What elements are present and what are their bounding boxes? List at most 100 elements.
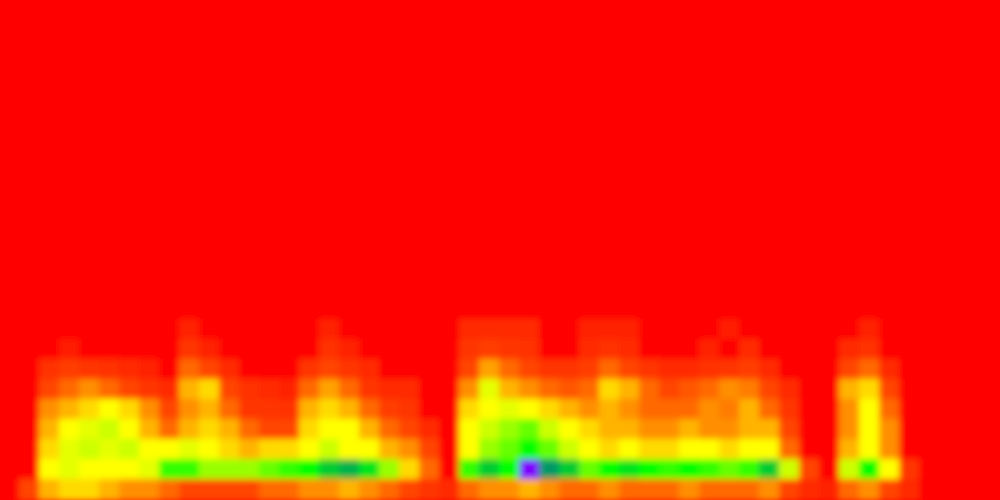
heatmap-cell [479, 279, 501, 301]
heatmap-cell [499, 299, 521, 321]
heatmap-cell [699, 19, 721, 41]
heatmap-cell [559, 459, 581, 481]
heatmap-cell [0, 479, 21, 500]
heatmap-cell [679, 399, 701, 421]
heatmap-cell [639, 339, 661, 361]
heatmap-cell [979, 219, 1000, 241]
heatmap-cell [119, 59, 141, 81]
heatmap-cell [319, 419, 341, 441]
heatmap-cell [279, 459, 301, 481]
heatmap-cell [839, 239, 861, 261]
heatmap-cell [0, 419, 21, 441]
heatmap-cell [859, 179, 881, 201]
heatmap-cell [19, 199, 41, 221]
heatmap-cell [759, 79, 781, 101]
heatmap-cell [879, 359, 901, 381]
heatmap-cell [979, 299, 1000, 321]
heatmap-cell [459, 399, 481, 421]
heatmap-cell [619, 479, 641, 500]
heatmap-cell [779, 359, 801, 381]
heatmap-cell [99, 39, 121, 61]
heatmap-cell [819, 459, 841, 481]
heatmap-cell [179, 159, 201, 181]
heatmap-cell [139, 39, 161, 61]
heatmap-cell [879, 199, 901, 221]
heatmap-cell [939, 19, 961, 41]
heatmap-cell [639, 239, 661, 261]
heatmap-cell [599, 239, 621, 261]
heatmap-cell [379, 39, 401, 61]
heatmap-cell [519, 99, 541, 121]
heatmap-cell [339, 479, 361, 500]
heatmap-cell [279, 359, 301, 381]
heatmap-cell [439, 119, 461, 141]
heatmap-cell [839, 459, 861, 481]
heatmap-cell [239, 19, 261, 41]
heatmap-cell [159, 379, 181, 401]
heatmap-cell [119, 319, 141, 341]
heatmap-cell [639, 0, 661, 21]
heatmap-cell [139, 479, 161, 500]
heatmap-cell [199, 159, 221, 181]
heatmap-cell [679, 79, 701, 101]
heatmap-cell [199, 99, 221, 121]
heatmap-cell [559, 299, 581, 321]
heatmap-cell [979, 39, 1000, 61]
heatmap-cell [679, 379, 701, 401]
heatmap-cell [439, 59, 461, 81]
heatmap-cell [359, 19, 381, 41]
heatmap-cell [779, 139, 801, 161]
heatmap-cell [119, 299, 141, 321]
heatmap-cell [359, 479, 381, 500]
heatmap-cell [899, 219, 921, 241]
heatmap-cell [199, 459, 221, 481]
heatmap-cell [39, 39, 61, 61]
heatmap-cell [579, 219, 601, 241]
heatmap-cell [99, 359, 121, 381]
heatmap-cell [19, 399, 41, 421]
heatmap-cell [179, 299, 201, 321]
heatmap-cell [879, 339, 901, 361]
heatmap-cell [979, 439, 1000, 461]
heatmap-cell [339, 459, 361, 481]
heatmap-cell [639, 359, 661, 381]
heatmap-cell [839, 179, 861, 201]
heatmap-cell [419, 219, 441, 241]
heatmap-cell [719, 199, 741, 221]
heatmap-cell [839, 399, 861, 421]
heatmap-cell [19, 179, 41, 201]
heatmap-cell [519, 359, 541, 381]
heatmap-cell [139, 99, 161, 121]
heatmap-cell [499, 399, 521, 421]
heatmap-cell [479, 479, 501, 500]
heatmap-cell [539, 459, 561, 481]
heatmap-cell [419, 419, 441, 441]
heatmap-cell [959, 399, 981, 421]
heatmap-cell [979, 279, 1000, 301]
heatmap-cell [699, 39, 721, 61]
heatmap-cell [179, 239, 201, 261]
heatmap-cell [699, 379, 721, 401]
heatmap-cell [719, 159, 741, 181]
heatmap-cell [659, 199, 681, 221]
heatmap-cell [279, 139, 301, 161]
heatmap-cell [819, 19, 841, 41]
heatmap-cell [319, 199, 341, 221]
heatmap-cell [779, 119, 801, 141]
heatmap-cell [939, 239, 961, 261]
heatmap-cell [479, 399, 501, 421]
heatmap-cell [779, 179, 801, 201]
heatmap-cell [79, 379, 101, 401]
heatmap-cell [139, 419, 161, 441]
plot-area [0, 0, 1000, 500]
heatmap-cell [759, 39, 781, 61]
heatmap-cell [859, 19, 881, 41]
heatmap-cell [339, 359, 361, 381]
heatmap-cell [159, 79, 181, 101]
heatmap-cell [539, 99, 561, 121]
heatmap-cell [739, 59, 761, 81]
heatmap-cell [519, 139, 541, 161]
heatmap-cell [159, 159, 181, 181]
heatmap-cell [439, 299, 461, 321]
heatmap-cell [779, 439, 801, 461]
